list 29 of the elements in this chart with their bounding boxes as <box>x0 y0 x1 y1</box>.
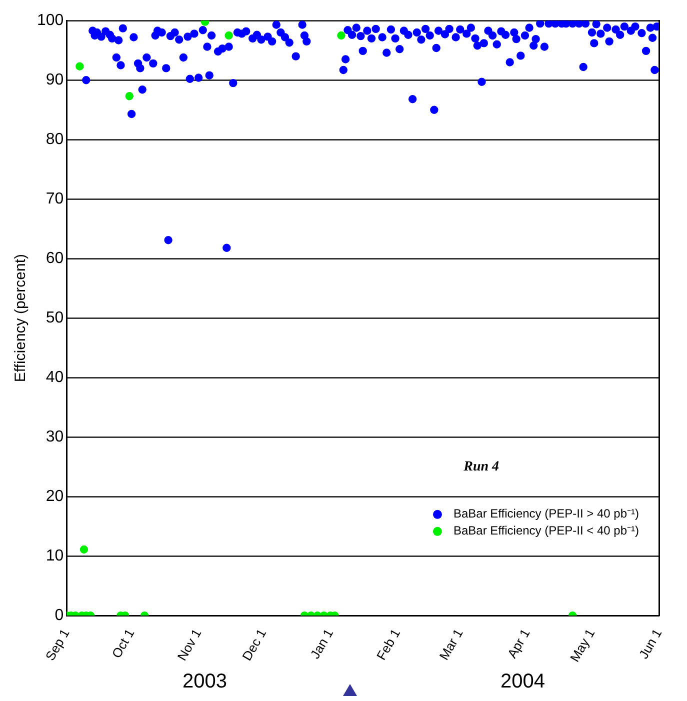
x-tick-label: Jan 1 <box>307 626 336 662</box>
y-tick-label: 90 <box>46 72 64 88</box>
text: 2004 <box>500 670 546 693</box>
text: 2003 <box>182 670 227 693</box>
y-tick-label: 20 <box>46 488 64 505</box>
x-tick-label: Sep 1 <box>42 626 72 664</box>
x-tick-label: Mar 1 <box>436 626 466 663</box>
y-tick-label: 70 <box>46 190 64 208</box>
legend-label: BaBar Efficiency (PEP-II < 40 pb⁻¹) <box>453 524 640 538</box>
point <box>224 31 233 40</box>
y-tick-label: 40 <box>46 368 64 386</box>
annotation: Run 4 <box>462 459 500 474</box>
y-tick-label: 30 <box>46 428 64 446</box>
y-tick-label: 10 <box>46 547 64 564</box>
x-tick-label: Feb 1 <box>374 626 404 663</box>
y-tick-label: 60 <box>46 250 64 267</box>
x-tick-label: Oct 1 <box>108 626 138 661</box>
x-tick-label: Dec 1 <box>239 626 270 664</box>
y-tick-label: 100 <box>36 12 64 30</box>
y-axis-title: Efficiency (percent) <box>12 254 30 382</box>
y-tick-label: 50 <box>46 309 64 326</box>
y-tick-label: 0 <box>54 606 64 624</box>
x-tick-label: Jun 1 <box>636 626 665 662</box>
legend-label: BaBar Efficiency (PEP-II > 40 pb⁻¹) <box>453 506 640 521</box>
point <box>125 92 134 100</box>
point <box>76 62 84 71</box>
point <box>337 31 346 40</box>
x-tick-label: Apr 1 <box>504 626 533 661</box>
y-tick-label: 80 <box>46 130 64 148</box>
